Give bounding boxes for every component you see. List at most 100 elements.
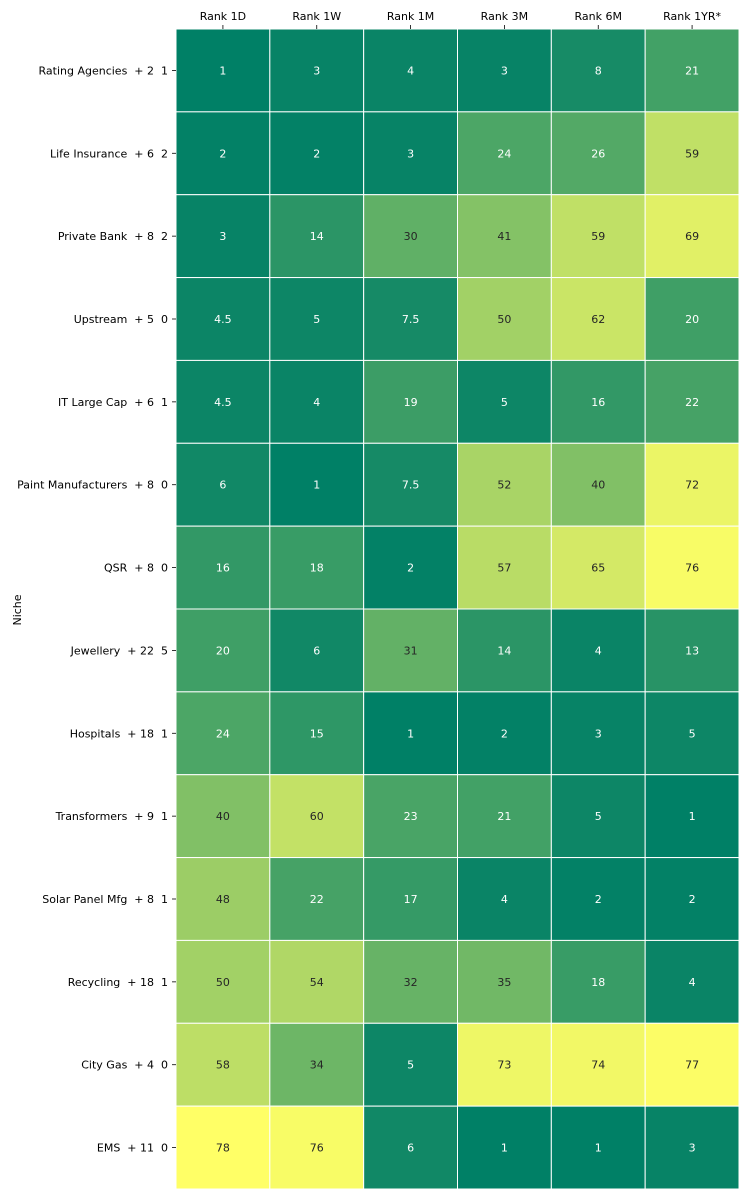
cell-value-label: 15 bbox=[310, 727, 324, 740]
row-axis: Rating Agencies + 2 1 Life Insurance + 6 … bbox=[17, 64, 176, 1155]
heatmap-cell bbox=[175, 857, 271, 941]
heatmap-cell bbox=[269, 1022, 365, 1107]
cell-value-label: 41 bbox=[497, 230, 511, 243]
cell-value-label: 1 bbox=[501, 1142, 508, 1155]
cell-value-label: 8 bbox=[595, 64, 602, 77]
cell-value-label: 24 bbox=[216, 727, 230, 740]
heatmap-cell bbox=[644, 608, 740, 693]
heatmap-cells bbox=[175, 28, 740, 1190]
heatmap-cell bbox=[644, 442, 740, 527]
heatmap-cell bbox=[457, 608, 552, 693]
heatmap-cell bbox=[175, 608, 271, 693]
heatmap-cell bbox=[363, 194, 458, 279]
cell-value-label: 20 bbox=[685, 313, 699, 326]
heatmap-cell bbox=[269, 691, 365, 776]
heatmap-cell bbox=[550, 277, 646, 361]
cell-value-label: 60 bbox=[310, 810, 324, 823]
cell-value-label: 2 bbox=[313, 147, 320, 160]
cell-value-label: 4 bbox=[313, 396, 320, 409]
heatmap-cell bbox=[175, 442, 271, 527]
heatmap-cell bbox=[457, 111, 552, 196]
column-tick-label: Rank 6M bbox=[575, 10, 622, 23]
cell-value-label: 58 bbox=[216, 1059, 230, 1072]
heatmap-cell bbox=[644, 359, 740, 444]
cell-value-label: 26 bbox=[591, 147, 605, 160]
column-axis: Rank 1D Rank 1W Rank 1M Rank 3M Rank 6M Rank … bbox=[200, 10, 722, 29]
heatmap-cell bbox=[550, 194, 646, 279]
heatmap-cell bbox=[363, 525, 458, 610]
cell-value-label: 59 bbox=[685, 147, 699, 160]
row-tick-label: Recycling + 18 1 bbox=[68, 976, 168, 989]
heatmap-cell bbox=[269, 774, 365, 859]
row-tick-label: Private Bank + 8 2 bbox=[58, 230, 168, 243]
heatmap-cell bbox=[550, 28, 646, 113]
cell-value-label: 62 bbox=[591, 313, 605, 326]
cell-value-label: 2 bbox=[407, 562, 414, 575]
cell-value-label: 2 bbox=[219, 147, 226, 160]
heatmap-cell bbox=[269, 111, 365, 196]
heatmap-cell bbox=[269, 28, 365, 113]
cell-value-label: 3 bbox=[595, 727, 602, 740]
cell-value-label: 3 bbox=[219, 230, 226, 243]
cell-value-label: 32 bbox=[404, 976, 418, 989]
cell-value-label: 31 bbox=[404, 644, 418, 657]
cell-value-label: 65 bbox=[591, 562, 605, 575]
cell-value-label: 1 bbox=[313, 479, 320, 492]
heatmap-cell bbox=[175, 277, 271, 361]
heatmap-cell bbox=[363, 359, 458, 444]
column-tick-label: Rank 3M bbox=[481, 10, 528, 23]
cell-value-label: 19 bbox=[404, 396, 418, 409]
cell-value-label: 74 bbox=[591, 1059, 605, 1072]
cell-value-label: 59 bbox=[591, 230, 605, 243]
cell-value-label: 73 bbox=[497, 1059, 511, 1072]
heatmap-cell bbox=[175, 359, 271, 444]
cell-value-label: 5 bbox=[595, 810, 602, 823]
heatmap-cell bbox=[644, 525, 740, 610]
heatmap-cell bbox=[550, 691, 646, 776]
heatmap-cell bbox=[457, 194, 552, 279]
cell-value-label: 72 bbox=[685, 479, 699, 492]
cell-value-label: 4.5 bbox=[214, 313, 232, 326]
cell-value-label: 48 bbox=[216, 893, 230, 906]
cell-value-label: 18 bbox=[310, 562, 324, 575]
heatmap-cell bbox=[269, 525, 365, 610]
heatmap-cell bbox=[550, 1105, 646, 1190]
heatmap-cell bbox=[363, 608, 458, 693]
cell-value-label: 4.5 bbox=[214, 396, 232, 409]
cell-value-label: 40 bbox=[591, 479, 605, 492]
heatmap-cell bbox=[175, 774, 271, 859]
row-tick-label: City Gas + 4 0 bbox=[81, 1059, 168, 1072]
heatmap-cell bbox=[457, 939, 552, 1024]
cell-value-label: 35 bbox=[497, 976, 511, 989]
cell-value-label: 69 bbox=[685, 230, 699, 243]
heatmap-cell bbox=[457, 277, 552, 361]
row-tick-label: Hospitals + 18 1 bbox=[70, 727, 168, 740]
cell-value-label: 6 bbox=[313, 644, 320, 657]
cell-value-label: 5 bbox=[501, 396, 508, 409]
cell-value-label: 24 bbox=[497, 147, 511, 160]
heatmap-cell bbox=[457, 28, 552, 113]
cell-value-label: 1 bbox=[219, 64, 226, 77]
cell-value-label: 3 bbox=[407, 147, 414, 160]
heatmap-cell bbox=[363, 1022, 458, 1107]
cell-value-label: 16 bbox=[216, 562, 230, 575]
cell-value-label: 14 bbox=[310, 230, 324, 243]
row-tick-label: Paint Manufacturers + 8 0 bbox=[17, 479, 168, 492]
heatmap-cell bbox=[175, 1105, 271, 1190]
cell-value-label: 52 bbox=[497, 479, 511, 492]
cell-value-label: 21 bbox=[497, 810, 511, 823]
heatmap-cell bbox=[269, 939, 365, 1024]
cell-value-label: 4 bbox=[595, 644, 602, 657]
cell-value-label: 57 bbox=[497, 562, 511, 575]
heatmap-cell bbox=[457, 1022, 552, 1107]
heatmap-cell bbox=[457, 525, 552, 610]
cell-value-label: 23 bbox=[404, 810, 418, 823]
heatmap-cell bbox=[363, 691, 458, 776]
row-tick-label: Transformers + 9 1 bbox=[55, 810, 168, 823]
cell-value-label: 34 bbox=[310, 1059, 324, 1072]
cell-value-label: 6 bbox=[407, 1142, 414, 1155]
heatmap-cell bbox=[550, 359, 646, 444]
cell-value-label: 16 bbox=[591, 396, 605, 409]
cell-value-label: 1 bbox=[689, 810, 696, 823]
